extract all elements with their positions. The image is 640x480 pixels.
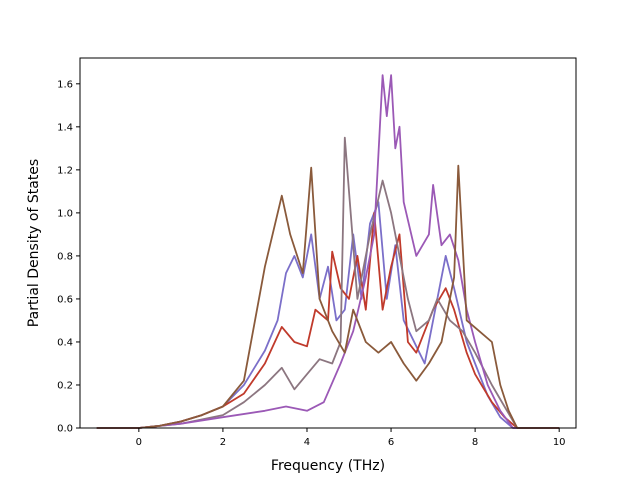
series-line-4 — [96, 74, 560, 429]
x-tick-label: 10 — [553, 437, 566, 448]
series-line-3 — [96, 136, 560, 429]
y-tick-label: 0.4 — [57, 337, 73, 348]
x-tick-label: 0 — [136, 437, 142, 448]
ticks-layer: 0 2 4 6 8 10 0.0 0.2 0.4 0.6 0.8 1.0 1.2 1.4 1.6 — [57, 79, 565, 448]
y-tick-label: 1.2 — [57, 165, 73, 176]
series-line-2 — [96, 211, 560, 429]
y-tick-label: 1.0 — [57, 208, 73, 219]
y-axis-label: Partial Density of States — [26, 159, 42, 327]
y-tick-label: 0.8 — [57, 251, 73, 262]
y-tick-label: 0.0 — [57, 424, 73, 435]
x-tick-label: 4 — [304, 437, 310, 448]
y-tick-label: 1.6 — [57, 79, 73, 90]
x-tick-label: 2 — [220, 437, 226, 448]
y-tick-label: 0.2 — [57, 380, 73, 391]
y-tick-label: 0.6 — [57, 294, 73, 305]
series-line-5 — [96, 164, 560, 429]
x-tick-label: 8 — [472, 437, 478, 448]
plot-frame — [79, 57, 577, 429]
x-axis-label: Frequency (THz) — [271, 458, 385, 474]
x-tick-label: 6 — [388, 437, 394, 448]
y-tick-label: 1.4 — [57, 122, 73, 133]
series-layer — [96, 74, 560, 429]
